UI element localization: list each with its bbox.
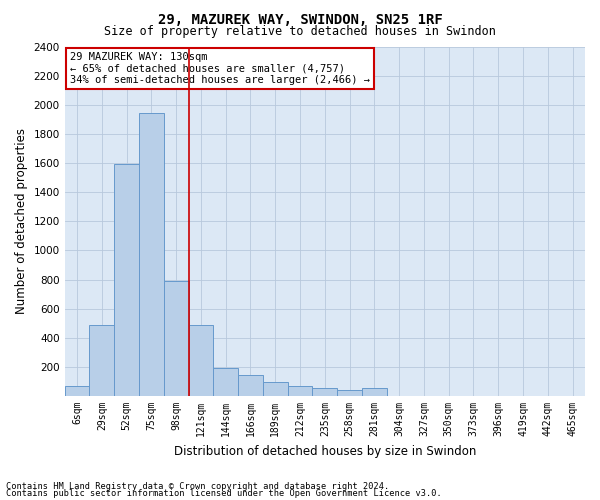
Bar	[89, 324, 114, 396]
Bar	[164, 281, 188, 396]
Bar	[114, 164, 139, 396]
Text: Contains public sector information licensed under the Open Government Licence v3: Contains public sector information licen…	[6, 489, 442, 498]
Text: 29 MAZUREK WAY: 130sqm
← 65% of detached houses are smaller (4,757)
34% of semi-: 29 MAZUREK WAY: 130sqm ← 65% of detached…	[70, 52, 370, 85]
Bar	[139, 114, 164, 396]
Bar	[287, 386, 313, 396]
Bar	[362, 388, 387, 396]
Bar	[337, 390, 362, 396]
Bar	[263, 382, 287, 396]
Bar	[313, 388, 337, 396]
Text: 29, MAZUREK WAY, SWINDON, SN25 1RF: 29, MAZUREK WAY, SWINDON, SN25 1RF	[158, 12, 442, 26]
Bar	[188, 324, 214, 396]
X-axis label: Distribution of detached houses by size in Swindon: Distribution of detached houses by size …	[173, 444, 476, 458]
Y-axis label: Number of detached properties: Number of detached properties	[15, 128, 28, 314]
Text: Size of property relative to detached houses in Swindon: Size of property relative to detached ho…	[104, 25, 496, 38]
Text: Contains HM Land Registry data © Crown copyright and database right 2024.: Contains HM Land Registry data © Crown c…	[6, 482, 389, 491]
Bar	[238, 375, 263, 396]
Bar	[214, 368, 238, 396]
Bar	[65, 386, 89, 396]
